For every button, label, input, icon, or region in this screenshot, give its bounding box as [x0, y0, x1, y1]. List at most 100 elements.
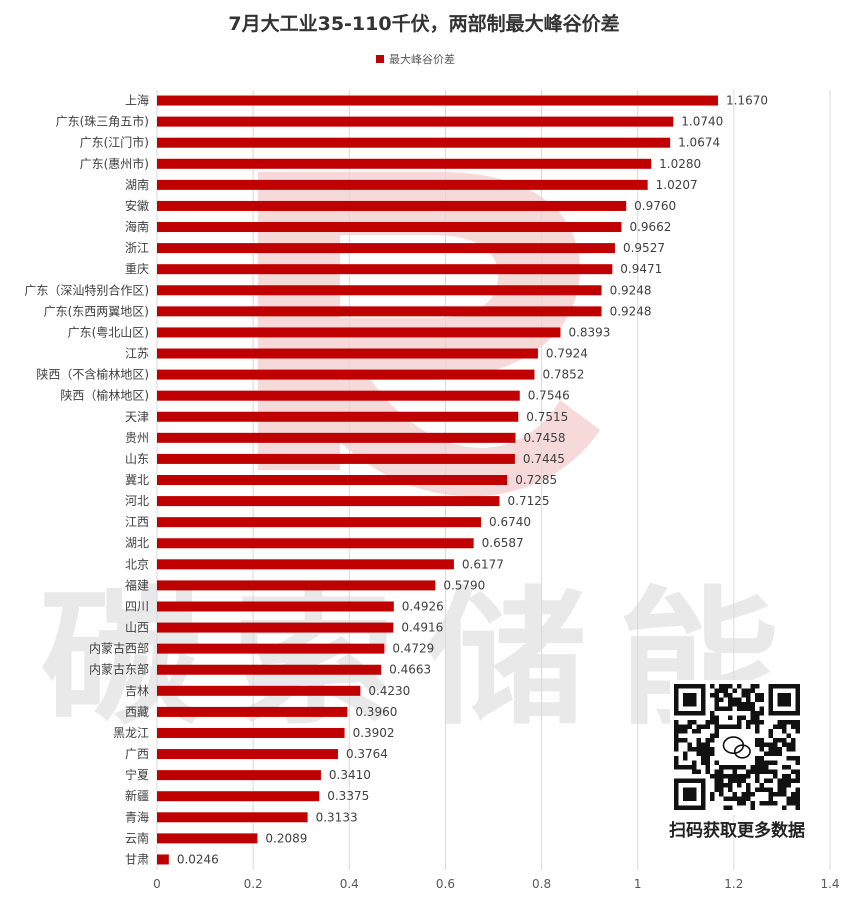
chart-title: 7月大工业35-110千伏，两部制最大峰谷价差	[228, 12, 619, 35]
category-label: 安徽	[125, 198, 149, 213]
bar	[157, 116, 674, 127]
bar	[157, 200, 627, 211]
category-label: 贵州	[125, 431, 149, 445]
x-tick-label: 0	[153, 877, 161, 891]
category-label: 广东(珠三角五市)	[56, 114, 149, 129]
data-label: 0.6740	[489, 515, 531, 529]
x-axis-ticks: 0 0.2 0.4 0.6 0.8 1 1.2 1.4	[153, 877, 839, 891]
category-label: 广西	[125, 747, 149, 761]
x-tick-label: 1.4	[820, 877, 839, 891]
data-label: 0.6587	[482, 536, 524, 550]
bar	[157, 833, 258, 844]
category-label: 天津	[125, 410, 149, 424]
bar	[157, 559, 454, 570]
category-label: 湖南	[125, 177, 149, 192]
data-label: 0.9527	[623, 241, 665, 255]
data-label: 0.4729	[392, 642, 434, 656]
category-label: 浙江	[125, 241, 149, 255]
legend-label: 最大峰谷价差	[389, 52, 455, 66]
category-label: 冀北	[125, 473, 149, 487]
data-label: 0.3960	[355, 705, 397, 719]
category-label: 广东(东西两翼地区)	[44, 304, 149, 318]
bar	[157, 685, 361, 696]
data-label: 0.4926	[402, 599, 444, 613]
category-label: 福建	[125, 577, 149, 592]
bar	[157, 137, 671, 148]
bar	[157, 179, 648, 190]
data-label: 0.9760	[634, 199, 676, 213]
category-label: 陕西（不含榆林地区)	[36, 367, 149, 382]
data-label: 1.0280	[659, 157, 701, 171]
bar	[157, 517, 482, 528]
bar	[157, 369, 535, 380]
data-label: 0.6177	[462, 557, 504, 571]
category-label: 河北	[125, 494, 149, 508]
x-tick-label: 0.8	[532, 877, 551, 891]
legend-swatch	[376, 55, 384, 63]
bar	[157, 622, 394, 633]
data-label: 0.7852	[542, 368, 584, 382]
data-label: 0.9471	[620, 262, 662, 276]
bar	[157, 601, 394, 612]
data-label: 0.7924	[546, 347, 588, 361]
data-label: 0.9662	[629, 220, 671, 234]
data-label: 0.2089	[265, 831, 307, 845]
data-label: 1.0674	[678, 136, 720, 150]
category-label: 吉林	[125, 684, 149, 698]
category-label: 海南	[125, 219, 149, 234]
bar	[157, 285, 602, 296]
bar	[157, 390, 520, 401]
data-label: 0.7125	[508, 494, 550, 508]
x-tick-label: 1	[634, 877, 642, 891]
category-label: 山西	[125, 621, 149, 635]
qr-code-block: 扫码获取更多数据	[669, 680, 805, 841]
category-label: 广东(江门市)	[80, 135, 149, 150]
data-label: 0.3375	[327, 789, 369, 803]
bar	[157, 664, 382, 675]
data-label: 1.0740	[681, 115, 723, 129]
bar	[157, 453, 515, 464]
data-label: 0.4916	[401, 621, 443, 635]
data-label: 0.3133	[316, 810, 358, 824]
bar	[157, 770, 321, 781]
bar	[157, 706, 348, 717]
legend: 最大峰谷价差	[376, 52, 455, 66]
data-label: 0.7458	[524, 431, 566, 445]
data-label: 0.3764	[346, 747, 388, 761]
data-label: 0.7285	[515, 473, 557, 487]
data-label: 0.7546	[528, 389, 570, 403]
bar	[157, 243, 615, 254]
data-label: 1.0207	[656, 178, 698, 192]
category-label: 内蒙古东部	[89, 662, 149, 677]
bar	[157, 348, 538, 359]
bar	[157, 854, 169, 865]
category-label: 黑龙江	[113, 726, 149, 740]
category-label: 广东(惠州市)	[80, 156, 149, 171]
bar	[157, 580, 436, 591]
data-label: 0.5790	[443, 578, 485, 592]
category-label: 广东(粤北山区)	[68, 324, 149, 339]
bar	[157, 812, 308, 823]
bar	[157, 432, 516, 443]
data-label: 0.3410	[329, 768, 371, 782]
data-label: 1.1670	[726, 94, 768, 108]
bar	[157, 496, 500, 507]
category-label: 北京	[125, 557, 149, 571]
bar	[157, 264, 613, 275]
category-label: 重庆	[125, 262, 149, 276]
bar	[157, 222, 622, 233]
bar	[157, 643, 385, 654]
bar	[157, 791, 320, 802]
category-label: 山东	[125, 452, 149, 466]
category-label: 四川	[125, 599, 149, 613]
category-label: 云南	[125, 830, 149, 845]
data-label: 0.0246	[177, 852, 219, 866]
category-label: 宁夏	[125, 767, 149, 782]
category-label: 湖北	[125, 535, 149, 550]
x-tick-label: 0.4	[340, 877, 359, 891]
bar	[157, 538, 474, 549]
data-label: 0.3902	[353, 726, 395, 740]
category-label: 陕西（榆林地区)	[60, 388, 149, 403]
